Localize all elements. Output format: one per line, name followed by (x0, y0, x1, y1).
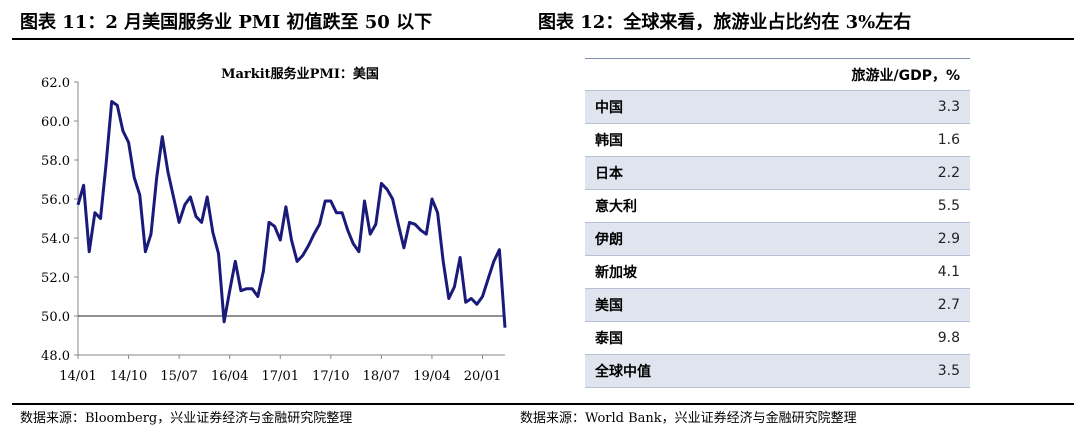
value-cell: 2.9 (937, 231, 960, 247)
country-cell: 美国 (595, 298, 623, 314)
table-row: 韩国 1.6 (585, 124, 970, 157)
y-axis: 48.0 50.0 52.0 54.0 56.0 58.0 60.0 62.0 (41, 76, 79, 364)
value-cell: 1.6 (937, 132, 960, 148)
y-tick-label: 54.0 (41, 232, 70, 247)
value-cell: 9.8 (937, 330, 960, 346)
country-cell: 新加坡 (595, 265, 637, 281)
value-cell: 2.7 (937, 297, 960, 313)
figure-12-title: 图表 12：全球来看，旅游业占比约在 3%左右 (538, 12, 912, 33)
x-tick-label: 17/10 (312, 369, 349, 384)
value-cell: 4.1 (937, 264, 960, 280)
source-note-right: 数据来源：World Bank，兴业证券经济与金融研究院整理 (520, 411, 857, 426)
country-cell: 全球中值 (595, 364, 651, 380)
value-cell: 2.2 (937, 165, 960, 181)
y-tick-label: 58.0 (41, 154, 70, 169)
table-row: 中国 3.3 (585, 91, 970, 124)
table-row: 泰国 9.8 (585, 322, 970, 355)
footer-rule (12, 403, 1074, 405)
x-tick-label: 20/01 (464, 369, 501, 384)
y-tick-label: 48.0 (41, 349, 70, 364)
x-tick-label: 15/07 (160, 369, 197, 384)
country-cell: 韩国 (595, 133, 623, 149)
y-tick-label: 60.0 (41, 115, 70, 130)
table-row: 伊朗 2.9 (585, 223, 970, 256)
country-cell: 意大利 (595, 199, 637, 215)
table-row: 新加坡 4.1 (585, 256, 970, 289)
x-tick-label: 19/04 (413, 369, 450, 384)
table-row: 日本 2.2 (585, 157, 970, 190)
value-cell: 3.5 (937, 363, 960, 379)
table-row: 意大利 5.5 (585, 190, 970, 223)
figure-11-title: 图表 11：2 月美国服务业 PMI 初值跌至 50 以下 (20, 12, 433, 33)
header-rule (12, 38, 1074, 40)
x-tick-label: 18/07 (363, 369, 400, 384)
y-tick-label: 50.0 (41, 310, 70, 325)
table-row: 美国 2.7 (585, 289, 970, 322)
value-cell: 5.5 (937, 198, 960, 214)
x-tick-label: 14/10 (110, 369, 147, 384)
source-note-left: 数据来源：Bloomberg，兴业证券经济与金融研究院整理 (20, 411, 353, 426)
x-tick-label: 16/04 (211, 369, 248, 384)
table-header: 旅游业/GDP，% (851, 67, 960, 84)
table-header-row: 旅游业/GDP，% (585, 59, 970, 91)
table-row: 全球中值 3.5 (585, 355, 970, 388)
country-cell: 伊朗 (595, 232, 623, 248)
country-cell: 泰国 (595, 331, 623, 347)
value-cell: 3.3 (937, 99, 960, 115)
y-tick-label: 56.0 (41, 193, 70, 208)
tourism-gdp-table: 旅游业/GDP，% 中国 3.3 韩国 1.6 日本 2.2 意大利 5.5 伊朗 2.9… (585, 58, 970, 388)
pmi-line-chart: Markit服务业PMI：美国 48.0 50.0 52.0 54.0 56.0 58.0… (41, 66, 507, 384)
x-axis: 14/01 14/10 15/07 16/04 17/01 17/10 18/07 19/04… (59, 354, 505, 384)
y-tick-label: 62.0 (41, 76, 70, 91)
x-tick-label: 14/01 (59, 369, 96, 384)
country-cell: 日本 (595, 166, 623, 182)
x-tick-label: 17/01 (262, 369, 299, 384)
y-tick-label: 52.0 (41, 271, 70, 286)
country-cell: 中国 (595, 100, 623, 116)
chart-title: Markit服务业PMI：美国 (221, 66, 379, 82)
series-line (76, 100, 507, 328)
